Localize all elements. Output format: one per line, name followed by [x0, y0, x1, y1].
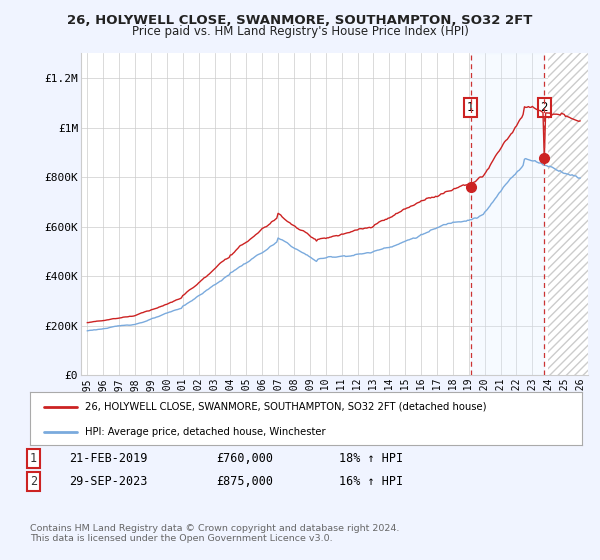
Bar [548, 53, 588, 375]
Text: £760,000: £760,000 [216, 452, 273, 465]
Text: Contains HM Land Registry data © Crown copyright and database right 2024.
This d: Contains HM Land Registry data © Crown c… [30, 524, 400, 543]
Text: HPI: Average price, detached house, Winchester: HPI: Average price, detached house, Winc… [85, 427, 326, 437]
Text: 1: 1 [30, 452, 37, 465]
Text: 16% ↑ HPI: 16% ↑ HPI [339, 475, 403, 488]
Text: Price paid vs. HM Land Registry's House Price Index (HPI): Price paid vs. HM Land Registry's House … [131, 25, 469, 38]
Text: 29-SEP-2023: 29-SEP-2023 [69, 475, 148, 488]
Text: 21-FEB-2019: 21-FEB-2019 [69, 452, 148, 465]
Text: 2: 2 [541, 101, 548, 114]
Text: 18% ↑ HPI: 18% ↑ HPI [339, 452, 403, 465]
Text: 26, HOLYWELL CLOSE, SWANMORE, SOUTHAMPTON, SO32 2FT: 26, HOLYWELL CLOSE, SWANMORE, SOUTHAMPTO… [67, 14, 533, 27]
Text: 26, HOLYWELL CLOSE, SWANMORE, SOUTHAMPTON, SO32 2FT (detached house): 26, HOLYWELL CLOSE, SWANMORE, SOUTHAMPTO… [85, 402, 487, 412]
Text: 2: 2 [30, 475, 37, 488]
Bar [471, 53, 544, 375]
Bar [548, 53, 588, 375]
Text: 1: 1 [467, 101, 475, 114]
Text: £875,000: £875,000 [216, 475, 273, 488]
